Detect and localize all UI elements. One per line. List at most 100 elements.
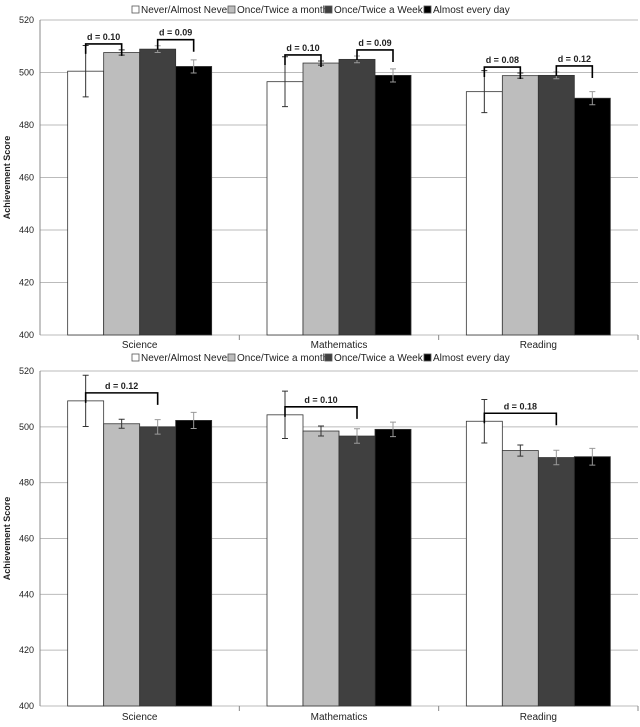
bar [374, 428, 412, 707]
x-tick-label: Reading [520, 340, 557, 351]
y-tick-label: 480 [19, 478, 34, 488]
error-bar [390, 68, 396, 83]
y-tick-label: 460 [19, 534, 34, 544]
bar [139, 48, 177, 336]
legend-label: Almost every day [433, 5, 510, 16]
y-tick-label: 480 [19, 120, 34, 130]
legend-item: Never/Almost Never [131, 5, 231, 16]
bar [266, 414, 304, 707]
bar [103, 423, 141, 707]
legend-swatch [131, 353, 140, 362]
effect-size-label: d = 0.10 [286, 43, 319, 53]
legend-swatch [324, 5, 333, 14]
bar [175, 66, 213, 336]
legend-item: Almost every day [423, 353, 510, 364]
legend-swatch [131, 5, 140, 14]
error-bar [190, 411, 197, 430]
error-bar [190, 59, 197, 74]
bar [103, 52, 141, 336]
bar [67, 70, 105, 336]
error-bar [390, 421, 396, 438]
effect-size-label: d = 0.09 [358, 38, 391, 48]
legend-label: Once/Twice a Week [334, 353, 424, 364]
effect-size-label: d = 0.12 [105, 381, 138, 391]
legend-item: Once/Twice a Week [324, 353, 424, 364]
effect-size-bracket [284, 406, 358, 419]
y-tick-label: 440 [19, 589, 34, 599]
bar [302, 430, 340, 707]
y-tick-label: 520 [19, 15, 34, 25]
error-bar [318, 425, 324, 437]
legend-item: Almost every day [423, 5, 510, 16]
bar [374, 74, 412, 336]
bar [573, 456, 611, 707]
y-tick-label: 420 [19, 645, 34, 655]
effect-size-bracket [156, 38, 195, 52]
y-tick-label: 440 [19, 225, 34, 235]
legend-swatch [324, 353, 333, 362]
bar [465, 91, 503, 336]
x-tick-label: Mathematics [311, 712, 368, 723]
bar [302, 62, 340, 336]
effect-size-label: d = 0.09 [159, 28, 192, 38]
legend-item: Once/Twice a month [227, 5, 328, 16]
bar [537, 74, 575, 336]
effect-size-bracket [84, 392, 159, 405]
error-bar [517, 444, 524, 457]
legend-swatch [227, 353, 236, 362]
y-axis-title: Achievement Score [2, 136, 12, 220]
legend-swatch [423, 353, 432, 362]
error-bar [354, 428, 360, 444]
bar [338, 435, 376, 707]
bar [537, 457, 575, 707]
legend-swatch [423, 5, 432, 14]
bar [573, 97, 611, 336]
effect-size-bracket [284, 54, 322, 67]
y-tick-label: 400 [19, 701, 34, 711]
effect-size-label: d = 0.12 [558, 54, 591, 64]
error-bar [553, 449, 560, 466]
legend-label: Almost every day [433, 353, 510, 364]
error-bar [589, 91, 596, 106]
legend-item: Once/Twice a month [227, 353, 328, 364]
effect-size-label: d = 0.10 [304, 395, 337, 405]
effect-size-bracket [483, 412, 558, 426]
x-tick-label: Reading [520, 712, 557, 723]
y-tick-label: 520 [19, 366, 34, 376]
bar [67, 400, 105, 707]
y-axis-title: Achievement Score [2, 497, 12, 581]
effect-size-bracket [555, 65, 594, 78]
effect-size-bracket [84, 43, 123, 56]
legend-swatch [227, 5, 236, 14]
legend-label: Never/Almost Never [141, 5, 231, 16]
legend-label: Once/Twice a Week [334, 5, 424, 16]
x-tick-label: Mathematics [311, 340, 368, 351]
y-tick-label: 400 [19, 330, 34, 340]
chart-1: Never/Almost Never Once/Twice a month Once… [2, 5, 639, 351]
effect-size-label: d = 0.08 [486, 55, 519, 65]
bar [266, 81, 304, 336]
legend-label: Once/Twice a month [237, 353, 328, 364]
bar [338, 58, 376, 336]
bar [465, 420, 503, 707]
y-tick-label: 460 [19, 173, 34, 183]
bar [175, 420, 213, 707]
effect-size-bracket [356, 49, 394, 62]
chart-2: Never/Almost Never Once/Twice a month Once… [2, 353, 639, 723]
legend-item: Never/Almost Never [131, 353, 231, 364]
x-tick-label: Science [122, 712, 158, 723]
bar [501, 75, 539, 336]
legend-label: Once/Twice a month [237, 5, 328, 16]
y-tick-label: 500 [19, 422, 34, 432]
y-tick-label: 500 [19, 68, 34, 78]
effect-size-label: d = 0.18 [504, 401, 537, 411]
legend-label: Never/Almost Never [141, 353, 231, 364]
y-tick-label: 420 [19, 278, 34, 288]
effect-size-bracket [483, 66, 522, 80]
x-tick-label: Science [122, 340, 158, 351]
error-bar [589, 447, 596, 466]
error-bar [118, 418, 125, 429]
effect-size-label: d = 0.10 [87, 32, 120, 42]
legend-item: Once/Twice a Week [324, 5, 424, 16]
